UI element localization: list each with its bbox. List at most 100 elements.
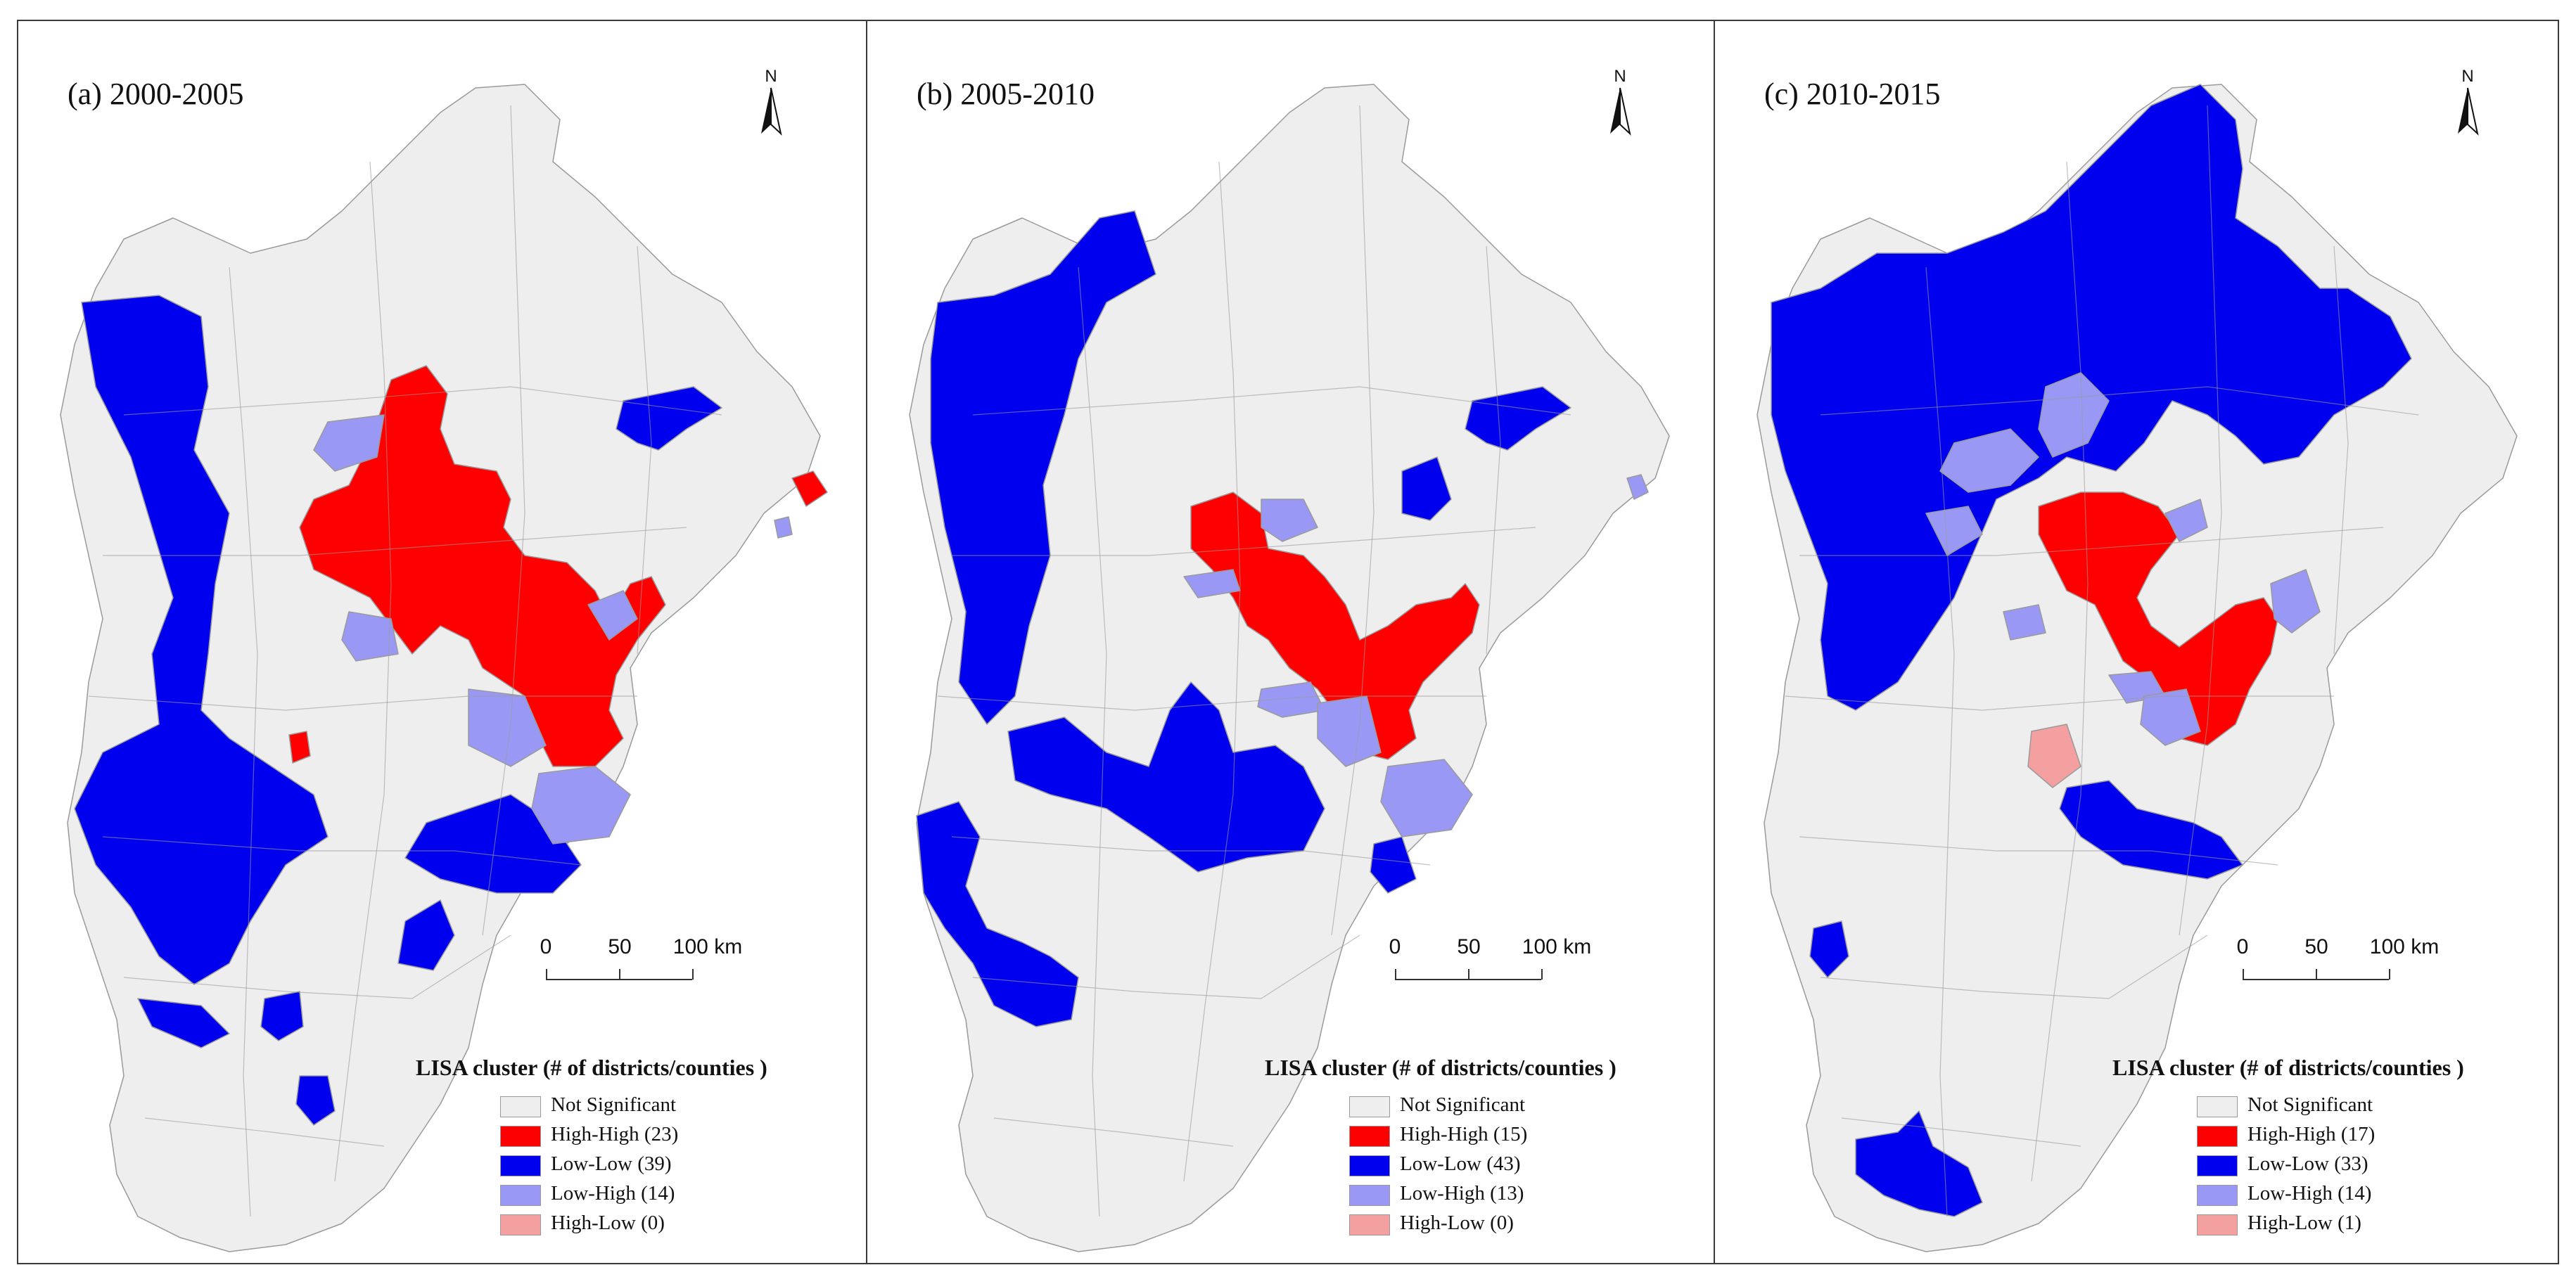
low-high-1 <box>1261 499 1318 542</box>
low-high-4 <box>531 766 631 845</box>
scale-tick-50: 50 <box>2304 935 2328 958</box>
high-low-1 <box>2027 724 2081 788</box>
low-high-5 <box>587 590 638 641</box>
legend-item-low-high: Low-High (13) <box>1349 1181 1617 1210</box>
legend-swatch <box>500 1126 541 1147</box>
legend-swatch <box>1349 1214 1390 1235</box>
scale-tick-mark <box>546 969 547 980</box>
legend-label: Not Significant <box>551 1093 677 1116</box>
low-high-2 <box>341 611 399 662</box>
north-arrow: N <box>1599 67 1641 151</box>
low-low-east <box>404 794 582 894</box>
scale-tick-0: 0 <box>540 935 552 958</box>
low-high-4 <box>2003 604 2046 641</box>
north-arrow-icon <box>761 87 782 136</box>
legend-swatch <box>1349 1096 1390 1117</box>
legend-label: Low-Low (39) <box>551 1153 672 1175</box>
scale-tick-0: 0 <box>2236 935 2249 958</box>
legend-label: Low-High (14) <box>551 1182 675 1205</box>
map-panel-b: (b) 2005-2010 N 0 50 100 km LISA cluster… <box>866 21 1714 1263</box>
map-b-svg <box>909 84 1670 1252</box>
north-arrow: N <box>750 67 792 151</box>
low-low-north-1 <box>1401 456 1452 521</box>
north-label: N <box>1614 67 1626 86</box>
low-high-1 <box>1939 428 2039 493</box>
scale-tick-50: 50 <box>1457 935 1481 958</box>
scale-bar: 0 50 100 km <box>1367 935 1592 991</box>
legend-item-high-high: High-High (15) <box>1349 1122 1617 1151</box>
low-low-center <box>1007 681 1325 873</box>
scale-line <box>1395 979 1541 980</box>
district-boundaries <box>1785 105 2419 1217</box>
legend-item-high-low: High-Low (0) <box>1349 1210 1617 1240</box>
low-high-6 <box>774 516 793 539</box>
legend-label: High-High (17) <box>2247 1123 2376 1145</box>
legend-label: High-High (23) <box>551 1123 679 1145</box>
scale-tick-mark <box>1395 969 1396 980</box>
legend-label: High-Low (0) <box>1400 1212 1514 1234</box>
low-low-small-2 <box>295 1075 336 1126</box>
high-high-core <box>1190 492 1480 760</box>
low-low-west-small <box>1809 920 1849 978</box>
low-low-southwest <box>916 801 1079 1027</box>
high-high-small-2 <box>791 470 828 507</box>
legend-item-low-low: Low-Low (43) <box>1349 1151 1617 1181</box>
scale-tick-mark <box>2316 969 2317 980</box>
district-boundaries <box>937 105 1571 1217</box>
legend: LISA cluster (# of districts/counties ) … <box>416 1055 767 1240</box>
north-arrow-icon <box>2458 87 2479 136</box>
low-low-south-small <box>1370 836 1417 894</box>
high-high-core <box>2038 492 2278 746</box>
low-low-west <box>930 210 1156 725</box>
low-low-south <box>397 899 455 971</box>
legend-label: Low-Low (33) <box>2247 1153 2368 1175</box>
panel-title: (b) 2005-2010 <box>917 77 1095 111</box>
scale-bar: 0 50 100 km <box>518 935 743 991</box>
low-high-3 <box>1257 681 1325 718</box>
low-high-1 <box>313 414 385 472</box>
north-label: N <box>2461 67 2474 86</box>
legend-item-low-high: Low-High (14) <box>2197 1181 2464 1210</box>
low-high-3 <box>1925 506 1983 556</box>
legend-title: LISA cluster (# of districts/counties ) <box>2112 1055 2464 1080</box>
north-label: N <box>765 67 777 86</box>
scale-tick-mark <box>1468 969 1469 980</box>
low-high-3 <box>468 688 547 767</box>
low-low-northeast <box>616 386 722 451</box>
legend-swatch <box>500 1214 541 1235</box>
legend-item-not-significant: Not Significant <box>1349 1092 1617 1122</box>
low-high-6 <box>1626 474 1649 500</box>
legend-swatch <box>500 1185 541 1206</box>
legend-swatch <box>500 1155 541 1176</box>
scale-tick-mark <box>2243 969 2244 980</box>
low-high-6 <box>2140 688 2201 746</box>
legend: LISA cluster (# of districts/counties ) … <box>2112 1055 2464 1240</box>
scale-tick-mark <box>1541 969 1543 980</box>
map-c-svg <box>1756 84 2518 1252</box>
legend: LISA cluster (# of districts/counties ) … <box>1265 1055 1617 1240</box>
legend-swatch <box>2197 1155 2238 1176</box>
low-high-8 <box>2164 499 2208 542</box>
low-high-5 <box>1380 759 1473 837</box>
scale-tick-0: 0 <box>1389 935 1401 958</box>
legend-swatch <box>1349 1185 1390 1206</box>
legend-title: LISA cluster (# of districts/counties ) <box>416 1055 767 1080</box>
legend-swatch <box>2197 1126 2238 1147</box>
low-low-small-1 <box>260 991 304 1041</box>
district-boundaries <box>88 105 722 1217</box>
low-low-south <box>1855 1110 1983 1217</box>
legend-item-low-low: Low-Low (39) <box>500 1151 767 1181</box>
legend-item-not-significant: Not Significant <box>500 1092 767 1122</box>
panel-title: (c) 2010-2015 <box>1764 77 1941 111</box>
legend-swatch <box>2197 1185 2238 1206</box>
low-high-7 <box>2270 569 2321 634</box>
legend-item-high-high: High-High (23) <box>500 1122 767 1151</box>
legend-item-low-high: Low-High (14) <box>500 1181 767 1210</box>
legend-label: Low-High (13) <box>1400 1182 1524 1205</box>
legend-swatch <box>1349 1155 1390 1176</box>
low-low-south-west <box>137 998 230 1048</box>
legend-item-high-low: High-Low (0) <box>500 1210 767 1240</box>
legend-title: LISA cluster (# of districts/counties ) <box>1265 1055 1617 1080</box>
legend-item-low-low: Low-Low (33) <box>2197 1151 2464 1181</box>
scale-tick-100: 100 km <box>2369 935 2440 958</box>
